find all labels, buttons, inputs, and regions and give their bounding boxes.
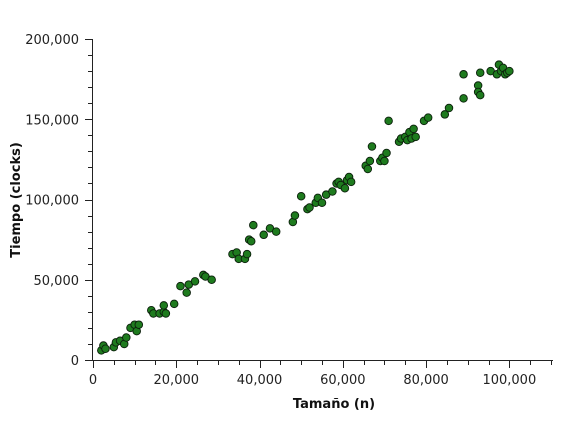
data-point	[505, 66, 514, 76]
data-point	[176, 281, 185, 291]
x-tick-label: 60,000	[320, 373, 366, 388]
data-point	[246, 236, 256, 246]
data-point	[328, 187, 337, 196]
y-tick-label: 50,000	[34, 274, 80, 289]
data-point	[249, 220, 258, 230]
data-point	[444, 103, 454, 113]
data-point	[305, 203, 314, 212]
x-tick-label: 80,000	[403, 373, 449, 388]
data-point	[190, 277, 200, 286]
data-point	[459, 70, 468, 79]
data-point	[207, 275, 216, 285]
y-tick-label: 150,000	[25, 113, 79, 128]
data-point	[161, 309, 171, 318]
data-point	[317, 198, 327, 207]
data-point	[382, 148, 391, 158]
data-point	[380, 156, 389, 166]
data-point	[242, 249, 252, 259]
data-point	[475, 68, 485, 77]
data-points	[97, 60, 514, 355]
data-point	[346, 177, 356, 187]
data-point	[459, 94, 468, 103]
data-point	[101, 344, 110, 354]
data-point	[363, 164, 373, 174]
data-point	[340, 184, 350, 193]
y-tick-label: 0	[71, 354, 79, 369]
data-point	[122, 333, 131, 342]
y-tick-label: 200,000	[25, 33, 79, 48]
data-point	[296, 192, 306, 201]
axes	[92, 39, 553, 361]
data-point	[440, 110, 450, 119]
data-point	[290, 211, 300, 220]
data-point	[259, 230, 268, 240]
data-point	[159, 301, 169, 310]
x-tick-label: 20,000	[154, 373, 200, 388]
data-point	[384, 116, 393, 126]
x-tick-label: 0	[89, 373, 97, 388]
data-point	[367, 142, 377, 151]
y-tick-label: 100,000	[25, 194, 79, 209]
data-point	[411, 132, 420, 142]
data-point	[423, 113, 433, 122]
x-tick-label: 40,000	[237, 373, 283, 388]
data-point	[182, 288, 191, 297]
data-point	[365, 156, 375, 166]
data-point	[409, 124, 418, 134]
y-axis-title: Tiempo (clocks)	[9, 142, 24, 258]
data-point	[169, 299, 179, 309]
data-point	[134, 320, 144, 329]
x-tick-label: 100,000	[482, 373, 536, 388]
y-ticks: 0 50,000 100,000 150,000 200,000	[25, 33, 92, 369]
x-axis-title: Tamaño (n)	[293, 397, 375, 412]
x-ticks: 0 20,000 40,000 60,000 80,000 100,000	[89, 361, 552, 388]
data-point	[475, 90, 485, 100]
data-point	[271, 227, 281, 236]
